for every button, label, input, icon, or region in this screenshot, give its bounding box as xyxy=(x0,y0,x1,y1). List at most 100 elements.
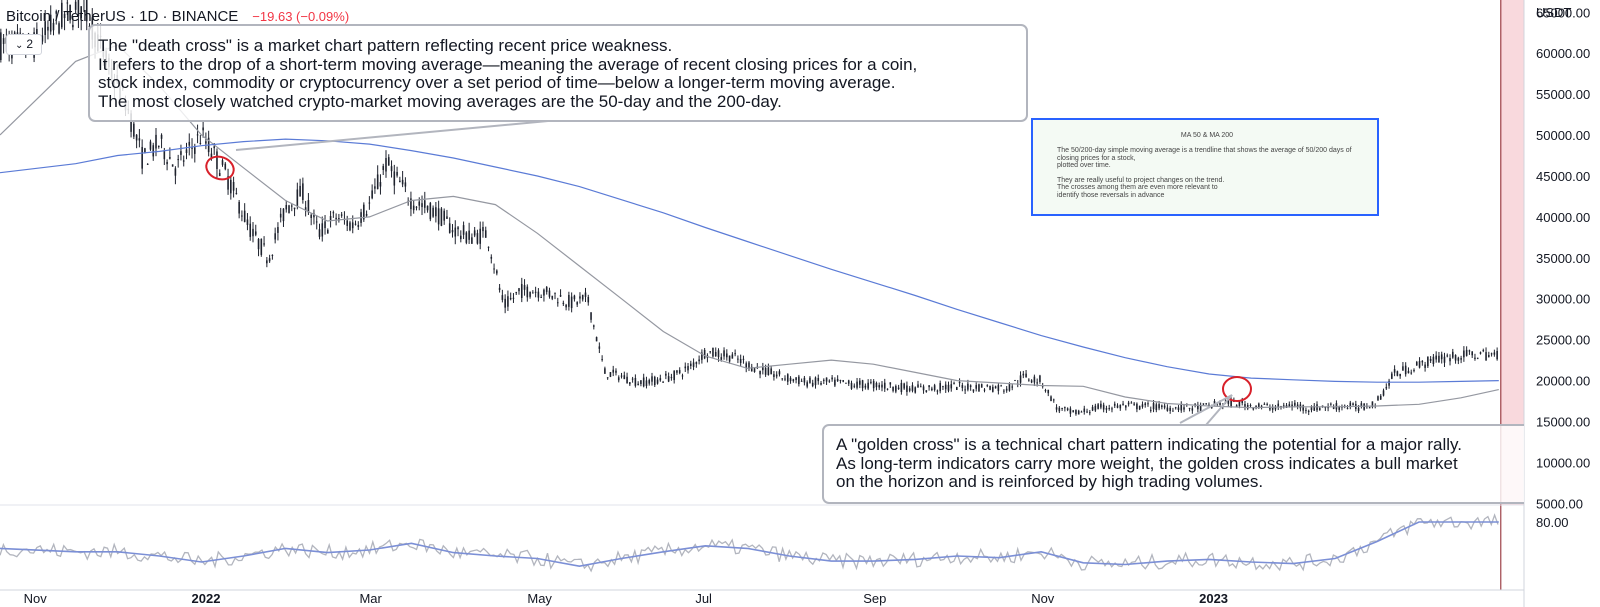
candle-body xyxy=(897,387,900,390)
candle-body xyxy=(1130,402,1133,404)
candle-body xyxy=(595,337,598,342)
candle-body xyxy=(257,238,260,250)
candle-body xyxy=(1382,390,1385,396)
y-tick-label: 65000.00 xyxy=(1536,5,1590,20)
candle-body xyxy=(570,296,573,309)
candle-body xyxy=(1166,407,1169,411)
candle-body xyxy=(1108,408,1111,410)
ma-info-box[interactable]: MA 50 & MA 200 The 50/200-day simple mov… xyxy=(1031,118,1379,216)
candle-body xyxy=(1418,361,1421,368)
candle-body xyxy=(1424,364,1426,368)
candle-body xyxy=(933,385,936,391)
candle-body xyxy=(1152,403,1155,410)
candle-body xyxy=(277,227,279,233)
candle-body xyxy=(80,6,82,19)
candle-body xyxy=(404,182,407,187)
candle-body xyxy=(368,202,371,204)
candle-body xyxy=(307,200,310,213)
candle-body xyxy=(1205,403,1207,405)
death-cross-note[interactable]: The "death cross" is a market chart patt… xyxy=(88,24,1028,122)
candle-body xyxy=(1158,404,1160,409)
candle-body xyxy=(1161,405,1163,408)
candle-body xyxy=(1291,404,1293,408)
candle-body xyxy=(144,148,146,153)
candle-body xyxy=(781,378,784,380)
indicator-toggle[interactable]: ⌄ 2 xyxy=(6,34,42,55)
candle-body xyxy=(590,312,592,320)
candle-body xyxy=(230,179,232,194)
candle-body xyxy=(410,198,412,210)
candle-body xyxy=(689,363,692,367)
candle-body xyxy=(310,214,312,219)
candle-body xyxy=(734,353,736,355)
candle-body xyxy=(556,302,559,304)
note-line: stock index, commodity or cryptocurrency… xyxy=(98,73,896,92)
candle-body xyxy=(928,385,930,388)
candle-body xyxy=(800,380,803,382)
candle-body xyxy=(1496,350,1498,360)
candle-body xyxy=(972,389,975,392)
candle-body xyxy=(648,380,651,384)
candle-body xyxy=(634,378,637,386)
candle-body xyxy=(623,375,626,380)
candle-body xyxy=(1011,386,1014,388)
candle-body xyxy=(271,254,274,256)
candle-body xyxy=(1330,403,1332,405)
candle-body xyxy=(1199,405,1202,412)
candle-body xyxy=(1169,407,1171,411)
candle-body xyxy=(66,2,69,4)
future-zone-rect xyxy=(1500,0,1524,505)
candle-body xyxy=(969,385,972,387)
candle-body xyxy=(764,367,767,375)
candle-body xyxy=(540,297,542,299)
candle-body xyxy=(931,388,933,391)
y-tick-label: 45000.00 xyxy=(1536,169,1590,184)
candle-body xyxy=(1219,402,1221,406)
symbol-title[interactable]: Bitcoin / TetherUS · 1D · BINANCE xyxy=(6,8,239,25)
candle-body xyxy=(562,302,565,305)
candle-body xyxy=(396,171,398,176)
candle-body xyxy=(1066,408,1069,411)
candle-body xyxy=(1269,407,1271,410)
candle-body xyxy=(900,382,903,392)
x-tick-label: Jul xyxy=(695,591,712,606)
candle-body xyxy=(617,377,620,381)
y-tick-label: 20000.00 xyxy=(1536,374,1590,389)
candle-body xyxy=(1050,396,1052,402)
candle-body xyxy=(803,377,806,383)
candle-body xyxy=(875,382,878,388)
candle-body xyxy=(701,352,703,360)
candle-body xyxy=(565,304,567,308)
candle-body xyxy=(1125,405,1127,408)
info-line: The 50/200-day simple moving average is … xyxy=(1057,147,1352,162)
candle-body xyxy=(692,362,695,367)
y-tick-label: 25000.00 xyxy=(1536,333,1590,348)
candle-body xyxy=(908,388,911,391)
candle-body xyxy=(958,381,961,384)
candle-body xyxy=(304,207,307,211)
x-tick-label: Nov xyxy=(1031,591,1055,606)
candle-body xyxy=(332,212,335,214)
candle-body xyxy=(185,149,188,154)
candle-body xyxy=(1402,366,1404,371)
candle-body xyxy=(354,223,357,225)
candle-body xyxy=(133,123,135,137)
candle-body xyxy=(975,385,977,389)
candle-body xyxy=(448,223,451,233)
candle-body xyxy=(1022,373,1025,376)
candle-body xyxy=(1227,399,1230,404)
candle-body xyxy=(1371,401,1374,408)
candle-body xyxy=(1075,409,1077,415)
candle-body xyxy=(1357,407,1360,411)
y-tick-label: 10000.00 xyxy=(1536,455,1590,470)
candle-body xyxy=(720,357,723,360)
candle-body xyxy=(936,390,939,392)
info-line: The crosses among them are even more rel… xyxy=(1057,184,1218,192)
candle-body xyxy=(731,354,734,359)
candle-body xyxy=(523,285,526,290)
candle-body xyxy=(717,350,720,358)
candle-body xyxy=(673,370,675,380)
candle-body xyxy=(1163,405,1166,408)
candle-body xyxy=(678,370,681,374)
